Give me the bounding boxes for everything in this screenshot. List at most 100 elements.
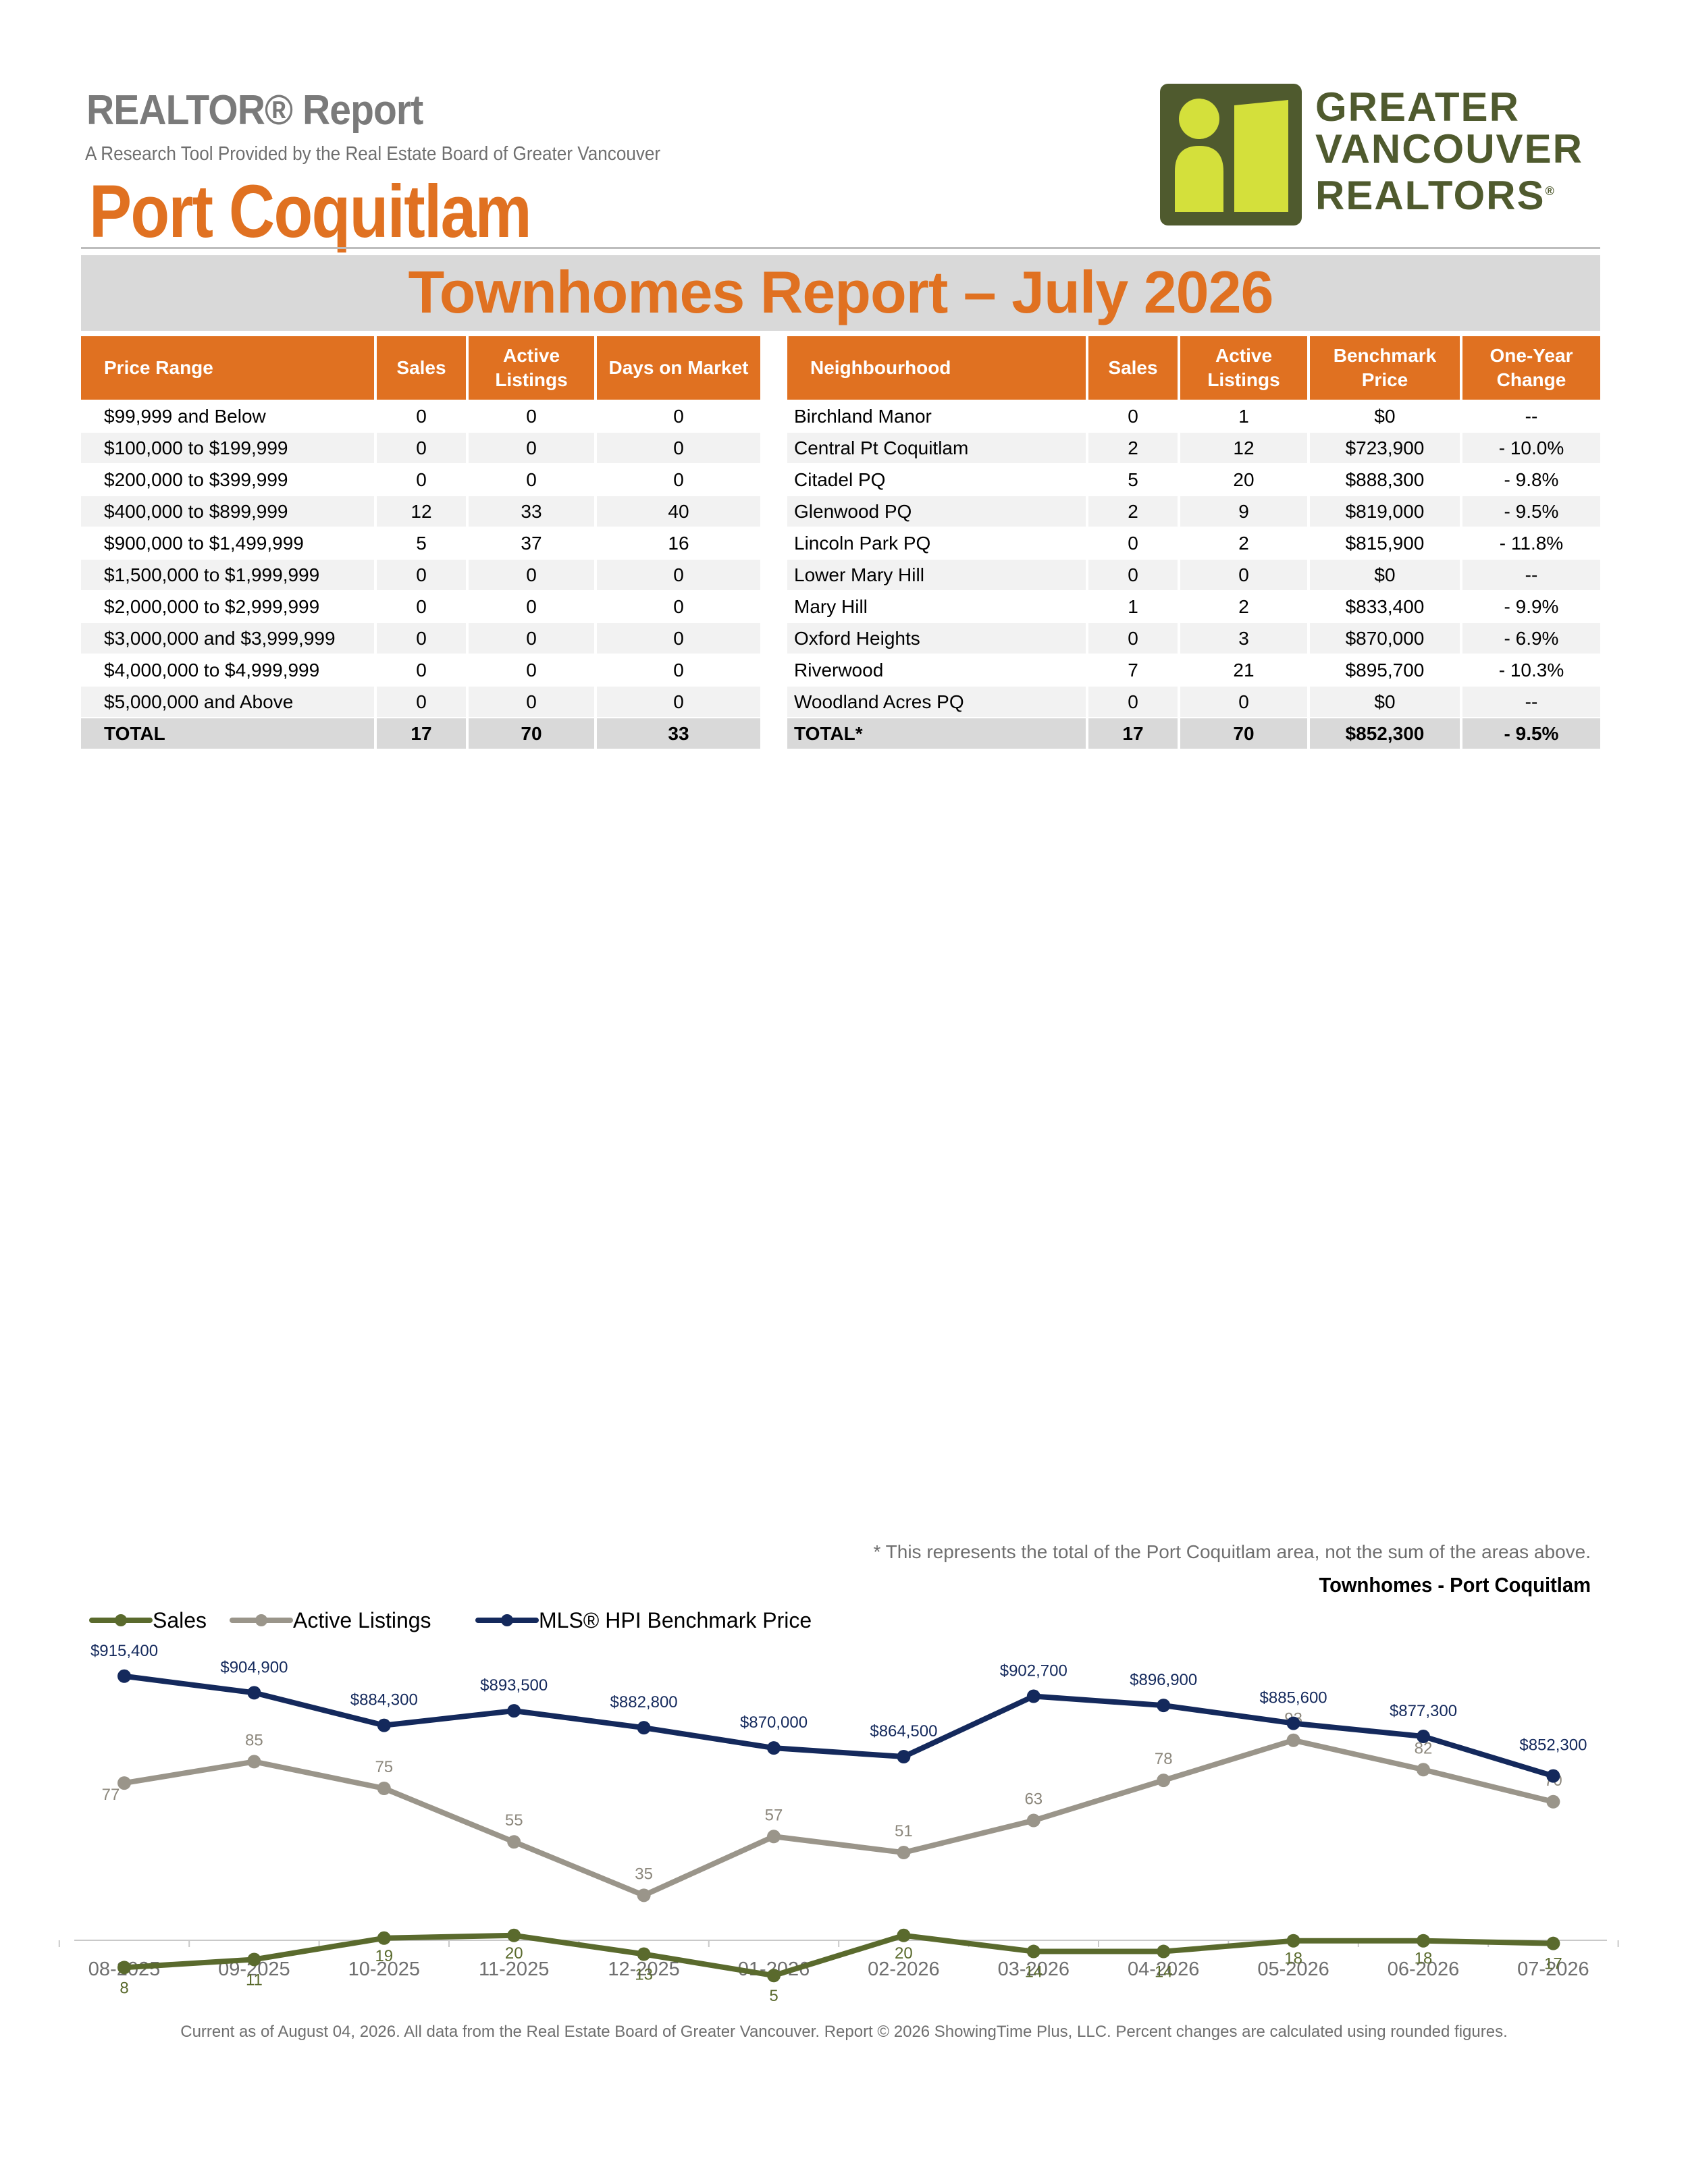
table-cell: 0 [597,400,760,431]
legend-label: MLS® HPI Benchmark Price [539,1608,812,1632]
data-point [1546,1794,1560,1809]
price-range-row: $1,500,000 to $1,999,999 0 0 0 [81,558,760,590]
neighbourhood-row: Birchland Manor 0 1 $0 -- [787,400,1600,431]
neighbourhood-row: Oxford Heights 0 3 $870,000- 6.9% [787,622,1600,654]
data-point [1286,1716,1300,1730]
data-label: 63 [1024,1790,1043,1809]
table-cell: 0 [377,431,469,463]
data-label: 57 [765,1806,783,1824]
table-cell: 0 [469,400,597,431]
x-tick-label: 04-2026 [1128,1959,1199,1980]
series-line [122,1673,1556,1779]
data-label: $893,500 [480,1676,548,1695]
table-cell: -- [1462,685,1600,717]
col-neighbourhood: Neighbourhood [787,336,1088,400]
data-point [897,1846,911,1860]
x-tick-label: 05-2026 [1257,1959,1329,1980]
col-one-year-change: One-Year Change [1462,336,1600,400]
table-cell: $5,000,000 and Above [81,685,377,717]
data-label: $896,900 [1130,1671,1197,1689]
price-range-table: Price Range Sales Active Listings Days o… [81,336,760,749]
data-point [637,1888,651,1902]
table-cell: Birchland Manor [787,400,1088,431]
legend-marker [501,1614,513,1626]
table-cell: 3 [1180,622,1310,654]
total-cell: 33 [597,717,760,749]
total-row: TOTAL 17 70 33 [81,717,760,749]
table-cell: $99,999 and Below [81,400,377,431]
report-label: REALTOR® Report [86,87,423,134]
table-cell: 0 [377,558,469,590]
data-point [1417,1730,1430,1744]
table-cell: 2 [1088,495,1180,527]
data-point [377,1718,391,1732]
data-label: $870,000 [740,1713,808,1732]
col-active-listings: Active Listings [1180,336,1310,400]
table-cell: 21 [1180,654,1310,685]
data-label: $852,300 [1519,1736,1587,1755]
data-label: 20 [895,1944,913,1963]
col-sales: Sales [377,336,469,400]
table-cell: $3,000,000 and $3,999,999 [81,622,377,654]
neighbourhood-row: Riverwood 7 21 $895,700- 10.3% [787,654,1600,685]
table-cell: 0 [469,431,597,463]
x-tick-label: 03-2026 [998,1959,1070,1980]
neighbourhood-row: Glenwood PQ 2 9 $819,000- 9.5% [787,495,1600,527]
table-cell: - 10.3% [1462,654,1600,685]
table-cell: 0 [597,622,760,654]
data-label: 55 [505,1811,523,1830]
data-point [1157,1774,1171,1788]
table-cell: Mary Hill [787,590,1088,622]
x-tick-label: 06-2026 [1388,1959,1459,1980]
neighbourhood-row: Lower Mary Hill 0 0 $0 -- [787,558,1600,590]
price-range-row: $2,000,000 to $2,999,999 0 0 0 [81,590,760,622]
total-cell: 70 [1180,717,1310,749]
table-cell: 20 [1180,463,1310,495]
neighbourhood-row: Mary Hill 1 2 $833,400- 9.9% [787,590,1600,622]
data-point [767,1830,781,1844]
table-cell: 0 [1088,622,1180,654]
table-cell: 0 [597,590,760,622]
table-cell: 0 [469,463,597,495]
table-cell: 9 [1180,495,1310,527]
data-point [1286,1934,1300,1948]
table-cell: 0 [377,590,469,622]
data-point [117,1961,131,1975]
data-point [637,1721,651,1735]
table-cell: 33 [469,495,597,527]
data-point [507,1704,521,1718]
col-active-listings: Active Listings [469,336,597,400]
price-range-row: $200,000 to $399,999 0 0 0 [81,463,760,495]
data-point [507,1928,521,1942]
data-label: $877,300 [1390,1702,1457,1720]
table-cell: $895,700 [1310,654,1462,685]
x-tick-label: 12-2025 [608,1959,679,1980]
total-cell: $852,300 [1310,717,1462,749]
data-label: 35 [635,1865,653,1883]
x-tick-label: 02-2026 [868,1959,939,1980]
table-cell: $200,000 to $399,999 [81,463,377,495]
data-point [1026,1944,1040,1959]
neighbourhood-table: Neighbourhood Sales Active Listings Benc… [787,336,1600,749]
price-range-row: $99,999 and Below 0 0 0 [81,400,760,431]
table-cell: - 11.8% [1462,527,1600,558]
data-label: 5 [769,1987,778,2005]
x-tick-label: 07-2026 [1517,1959,1589,1980]
table-cell: $1,500,000 to $1,999,999 [81,558,377,590]
table-cell: - 9.8% [1462,463,1600,495]
table-cell: 2 [1180,527,1310,558]
data-point [1417,1763,1430,1777]
data-point [377,1782,391,1795]
report-title: Townhomes Report – July 2026 [408,259,1274,325]
data-point [1286,1733,1300,1747]
data-point [1026,1689,1040,1703]
data-label: 11 [246,1971,263,1989]
table-cell: - 10.0% [1462,431,1600,463]
logo-line-3: REALTORS® [1315,173,1556,218]
table-cell: $4,000,000 to $4,999,999 [81,654,377,685]
table-cell: - 9.5% [1462,495,1600,527]
table-cell: 0 [469,590,597,622]
data-point [507,1835,521,1849]
price-range-row: $5,000,000 and Above 0 0 0 [81,685,760,717]
neighbourhood-row: Woodland Acres PQ 0 0 $0 -- [787,685,1600,717]
